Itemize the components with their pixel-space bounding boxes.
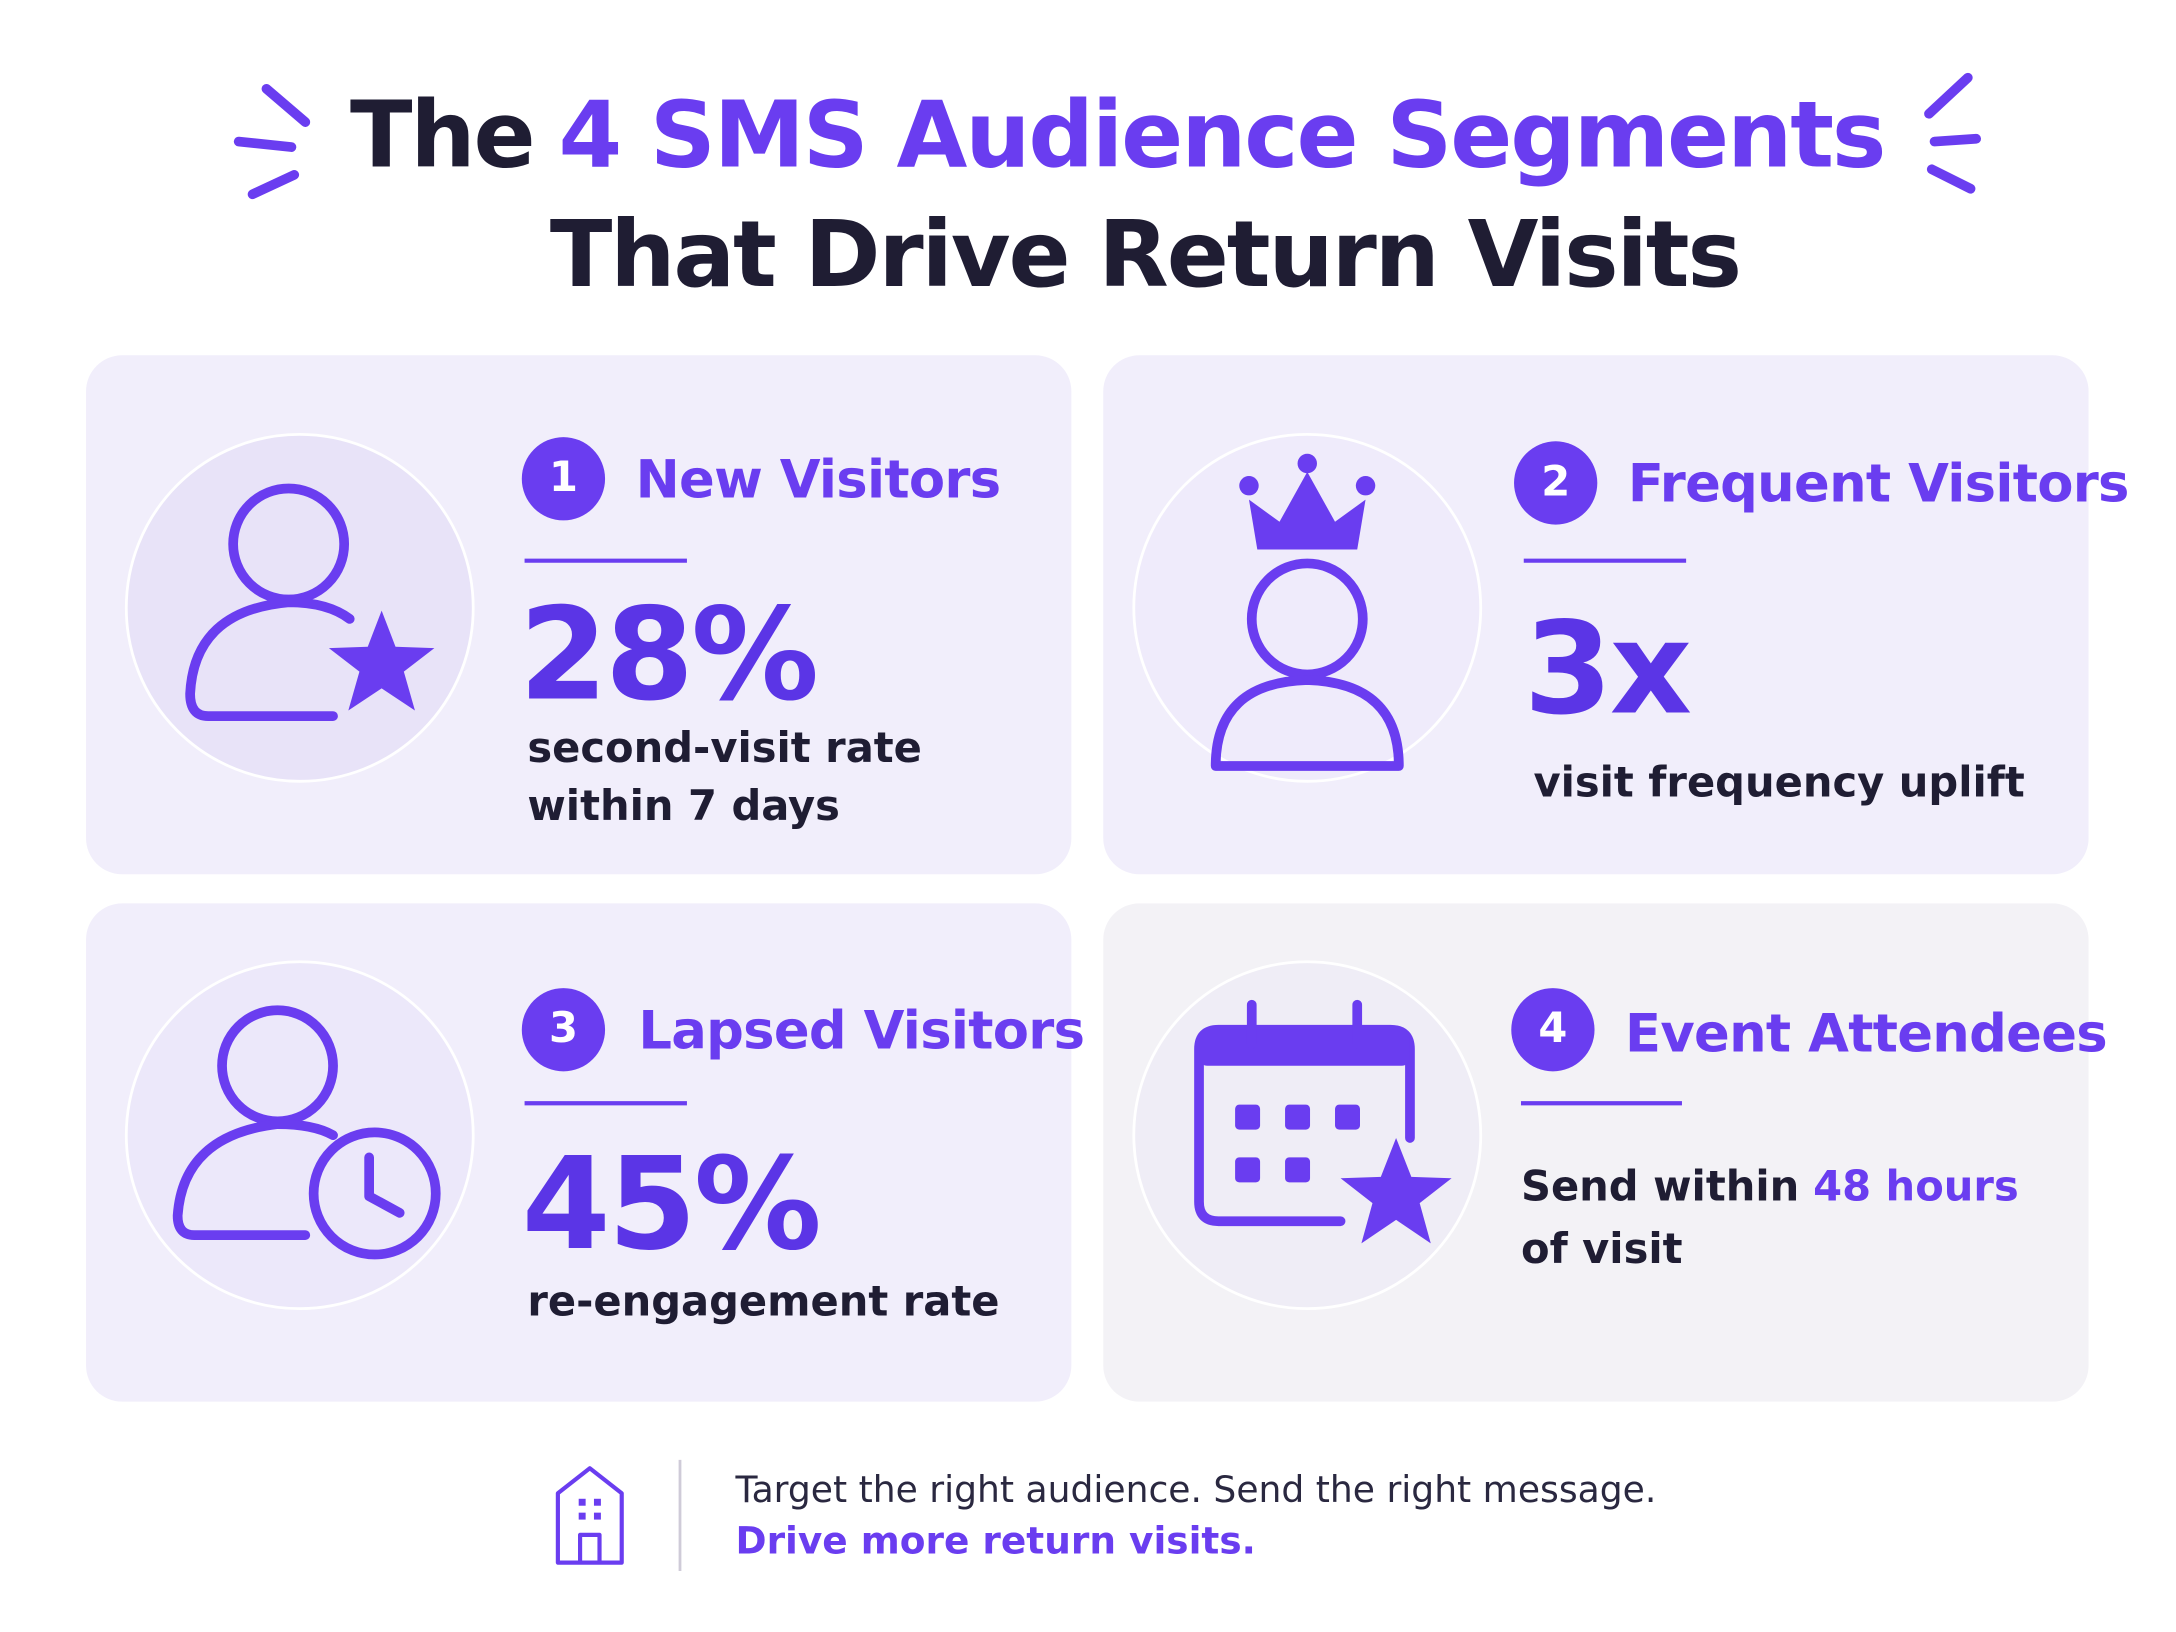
icon-circle [1132, 960, 1483, 1311]
sparks-right [1924, 72, 1982, 194]
segment-name: Event Attendees [1625, 1003, 2107, 1064]
badge [1511, 988, 1595, 1072]
segment-name: Lapsed Visitors [638, 1001, 1084, 1062]
segment-name: Frequent Visitors [1628, 454, 2129, 515]
segment-caption: second-visit rate [527, 723, 922, 772]
badge [1514, 441, 1598, 525]
caption-text: Send within [1521, 1161, 1799, 1210]
segment-stat: 28% [519, 580, 816, 729]
icon-lapsed-visitor [172, 1005, 441, 1260]
segment-caption: visit frequency uplift [1533, 757, 2024, 806]
icon-event-attendee [1194, 999, 1452, 1244]
title-line-1: The 4 SMS Audience Segments [350, 81, 1884, 188]
segment-stat: 45% [522, 1130, 819, 1279]
segment-caption: Send within 48 hours [1521, 1161, 2019, 1210]
title-start: The [350, 81, 534, 188]
icon-circle [1132, 432, 1483, 783]
badge [521, 437, 606, 521]
segment-caption: within 7 days [527, 781, 840, 830]
badge-number: 1 [549, 452, 578, 501]
badge [521, 988, 606, 1072]
icon-frequent-visitor [1210, 453, 1404, 771]
segment-caption: re-engagement rate [527, 1276, 999, 1325]
icon-circle [124, 960, 475, 1311]
segment-caption: of visit [1521, 1224, 1683, 1273]
segment-stat: 3x [1524, 594, 1691, 743]
footer-icon [555, 1466, 624, 1565]
footer-line-1: Target the right audience. Send the righ… [735, 1469, 1657, 1511]
title-line-2: That Drive Return Visits [550, 201, 1740, 308]
icon-circle [124, 432, 475, 783]
title-highlight: 4 SMS Audience Segments [558, 81, 1884, 188]
badge-number: 3 [549, 1003, 578, 1052]
footer-line-2: Drive more return visits. [736, 1519, 1256, 1563]
segment-name: New Visitors [636, 450, 1001, 511]
icon-new-visitor [185, 483, 435, 721]
caption-highlight: 48 hours [1813, 1161, 2019, 1210]
badge-number: 2 [1541, 456, 1570, 505]
badge-number: 4 [1538, 1003, 1567, 1052]
sparks-left [233, 83, 311, 200]
